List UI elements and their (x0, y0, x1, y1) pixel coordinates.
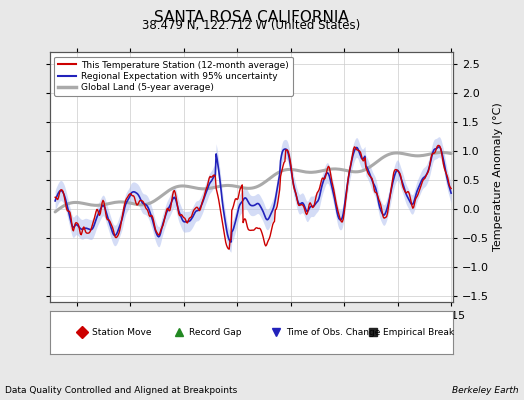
Text: Berkeley Earth: Berkeley Earth (452, 386, 519, 395)
Text: Time of Obs. Change: Time of Obs. Change (286, 328, 380, 337)
Text: Station Move: Station Move (92, 328, 151, 337)
Text: Data Quality Controlled and Aligned at Breakpoints: Data Quality Controlled and Aligned at B… (5, 386, 237, 395)
Text: Record Gap: Record Gap (189, 328, 242, 337)
Legend: This Temperature Station (12-month average), Regional Expectation with 95% uncer: This Temperature Station (12-month avera… (54, 56, 293, 96)
Text: 38.479 N, 122.712 W (United States): 38.479 N, 122.712 W (United States) (143, 19, 361, 32)
Y-axis label: Temperature Anomaly (°C): Temperature Anomaly (°C) (494, 103, 504, 251)
Text: Empirical Break: Empirical Break (383, 328, 454, 337)
Text: SANTA ROSA CALIFORNIA: SANTA ROSA CALIFORNIA (154, 10, 349, 25)
